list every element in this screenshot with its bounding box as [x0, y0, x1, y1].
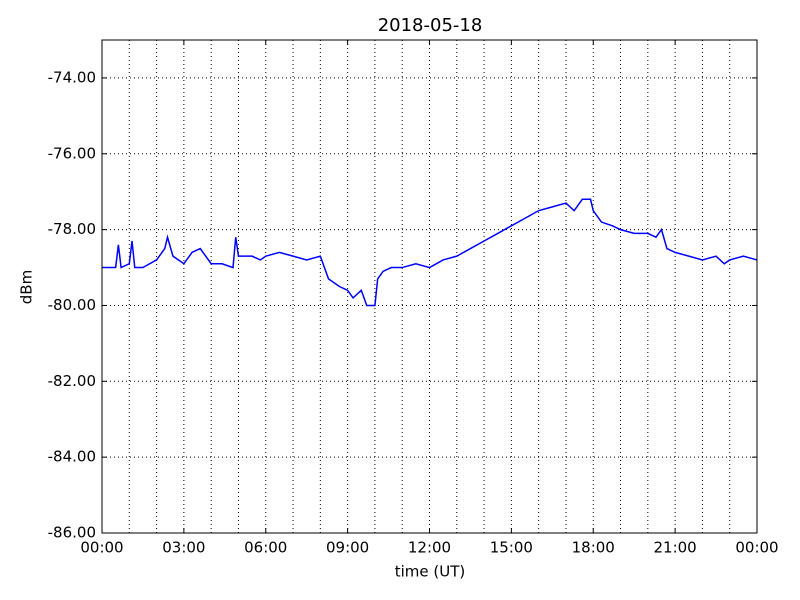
x-tick-label: 15:00	[490, 539, 533, 557]
chart-title: 2018-05-18	[378, 15, 483, 36]
x-tick-label: 03:00	[162, 539, 205, 557]
y-tick-label: -86.00	[48, 524, 96, 542]
y-tick-label: -78.00	[48, 220, 96, 238]
y-axis-label: dBm	[18, 270, 36, 304]
y-tick-label: -74.00	[48, 68, 96, 86]
x-tick-label: 21:00	[654, 539, 697, 557]
x-axis-label: time (UT)	[395, 563, 466, 581]
x-tick-label: 00:00	[735, 539, 778, 557]
y-tick-label: -82.00	[48, 372, 96, 390]
y-tick-label: -84.00	[48, 448, 96, 466]
x-tick-label: 09:00	[326, 539, 369, 557]
y-tick-label: -80.00	[48, 296, 96, 314]
plot-frame	[101, 39, 758, 534]
x-tick-label: 18:00	[572, 539, 615, 557]
x-tick-label: 12:00	[408, 539, 451, 557]
x-tick-label: 06:00	[244, 539, 287, 557]
x-tick-label: 00:00	[80, 539, 123, 557]
y-tick-label: -76.00	[48, 144, 96, 162]
data-line	[102, 198, 758, 307]
